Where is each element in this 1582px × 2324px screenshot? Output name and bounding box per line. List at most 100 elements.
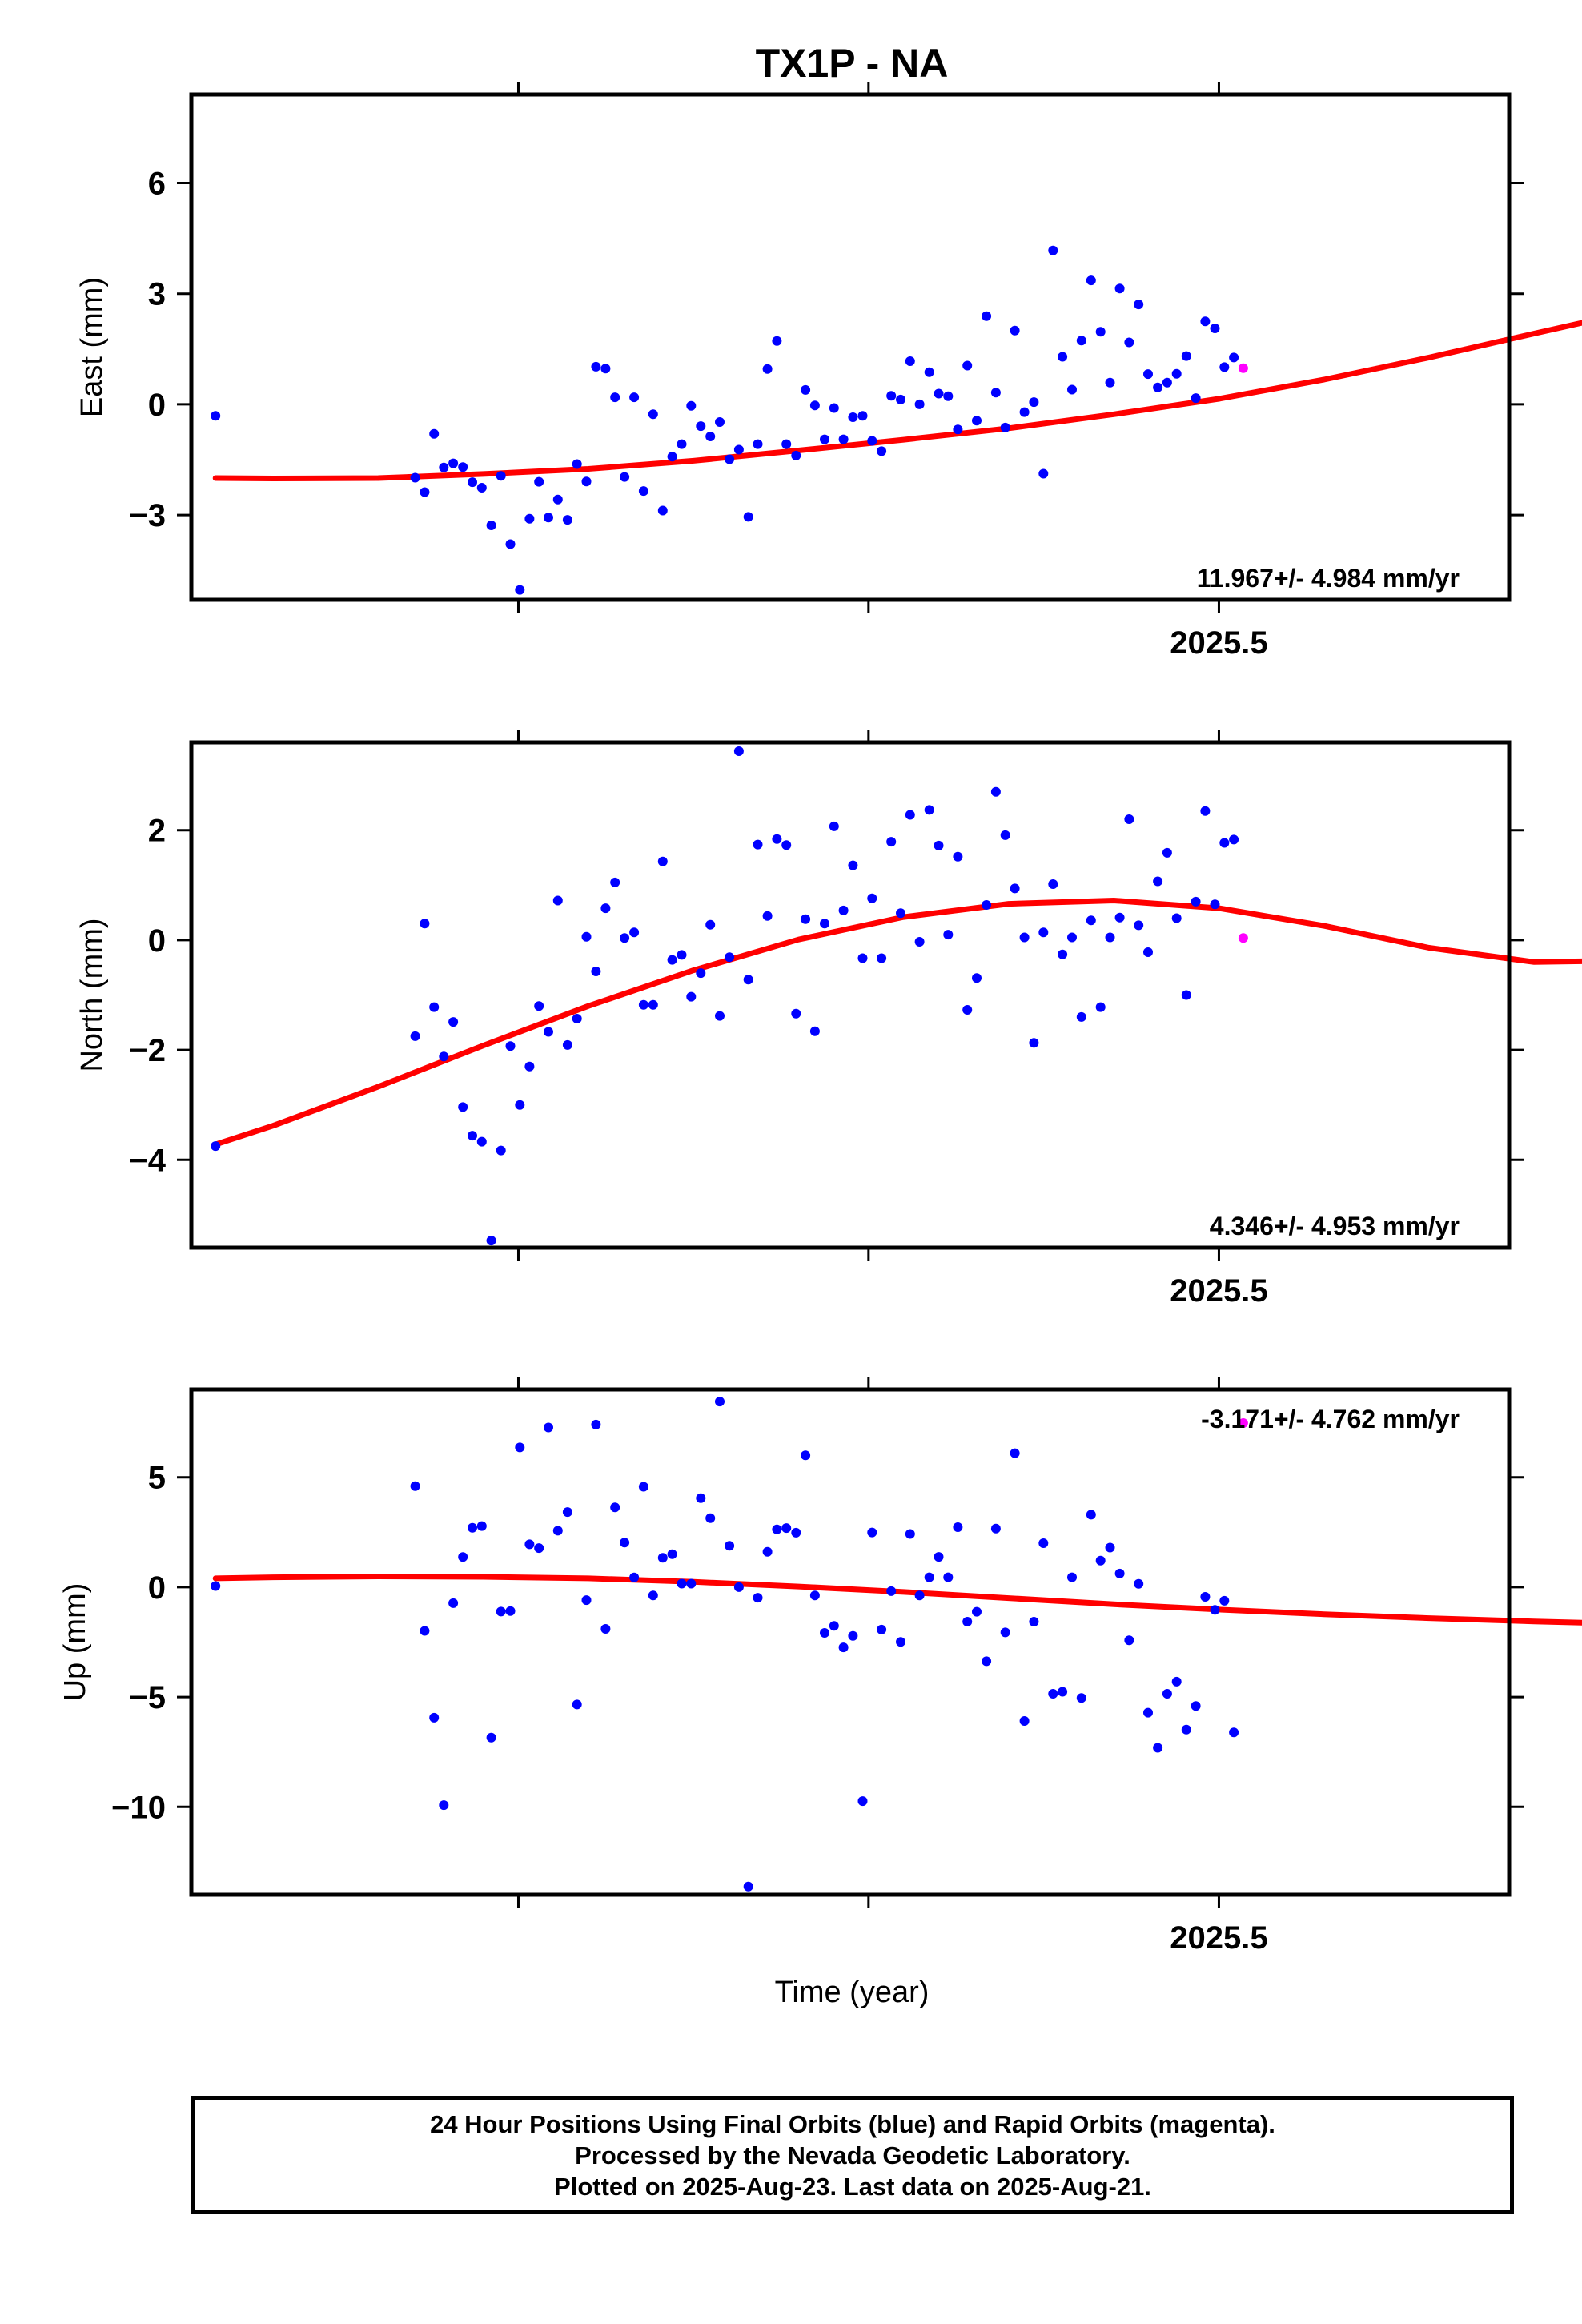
north-final-point [801,914,811,924]
up-final-point [524,1539,535,1550]
east-final-point [657,505,668,516]
north-final-point [505,1041,516,1051]
north-final-point [1171,913,1182,923]
north-final-point [657,856,668,866]
north-final-point [1143,947,1153,957]
up-final-point [629,1572,640,1582]
north-final-point [448,1017,459,1027]
up-fit-line [212,1574,1582,1626]
east-final-point [1029,397,1039,408]
north-final-point [838,905,849,915]
east-final-point [1191,393,1201,404]
north-final-point [1095,1002,1106,1012]
east-final-point [572,459,582,469]
north-final-point [715,1011,725,1021]
north-final-point [705,919,716,930]
up-final-point [1086,1510,1096,1520]
north-final-point [820,919,829,929]
north-final-point [552,895,563,906]
east-final-point [211,411,221,421]
up-final-point [753,1593,763,1603]
up-final-point [429,1712,440,1723]
up-final-point [696,1493,706,1503]
east-final-point [515,585,525,595]
east-final-point [972,416,982,426]
north-final-point [1019,932,1030,943]
north-final-point [496,1145,506,1156]
north-final-point [982,900,992,910]
up-final-point [211,1581,221,1591]
up-final-point [905,1529,915,1539]
east-final-point [1181,351,1191,361]
north-final-point [1105,932,1115,943]
north-final-point [1124,814,1134,824]
east-final-point [410,472,420,483]
north-final-point [1076,1011,1086,1022]
footer-line-3: Plotted on 2025-Aug-23. Last data on 202… [554,2172,1151,2201]
up-final-point [1171,1676,1182,1687]
east-final-point [620,472,630,482]
east-final-point [696,421,706,432]
north-final-point [848,860,858,870]
east-final-point [1143,369,1153,380]
up-final-point [1000,1627,1010,1638]
east-final-point [429,428,440,439]
east-final-point [1067,384,1077,395]
up-final-point [638,1482,648,1492]
north-final-point [725,952,735,963]
east-final-point [934,388,944,399]
up-final-point [972,1606,982,1617]
north-fit-line [212,898,1582,1148]
up-y-tick-label: 5 [148,1461,166,1496]
north-final-point [829,821,839,831]
up-final-point [667,1549,677,1559]
east-final-point [534,476,544,487]
east-final-point [562,515,572,525]
up-final-point [581,1595,592,1606]
up-rapid-point [1238,1418,1248,1428]
north-y-tick-label: 0 [148,923,166,959]
east-final-point [600,364,611,374]
panels-layer: 2025.5 −3 0 3 6 East (mm) 11.967+/- 4.984 mm/y… [58,82,1582,1956]
up-final-point [743,1881,753,1892]
east-y-tick-label: 3 [148,277,166,312]
up-final-point [610,1502,620,1513]
up-final-point [1114,1568,1125,1578]
up-final-point [458,1552,468,1562]
up-final-point [468,1522,477,1533]
x-axis-label: Time (year) [775,1976,930,2009]
north-y-tick-label: −4 [129,1143,166,1178]
north-final-point [420,919,430,929]
north-final-point [696,968,706,979]
east-final-point [448,458,459,468]
east-final-point [1095,327,1106,337]
east-y-tick-label: 0 [148,388,166,423]
up-final-point [886,1586,897,1596]
up-final-point [552,1526,563,1536]
east-final-point [838,434,849,444]
up-final-point [1143,1707,1153,1718]
east-y-tick-label: −3 [129,498,166,533]
north-final-point [677,950,687,960]
east-final-point [629,392,640,403]
east-final-point [1000,422,1010,432]
up-final-point [496,1606,506,1617]
north-final-point [914,937,925,947]
up-final-point [705,1513,716,1523]
east-final-point [743,512,753,522]
east-final-point [686,400,697,411]
east-final-point [1124,337,1134,348]
east-final-point [1200,316,1211,327]
east-final-point [820,434,829,444]
up-final-point [781,1523,792,1534]
up-final-point [562,1507,572,1518]
north-y-tick-label: 2 [148,814,166,849]
north-final-point [1000,830,1010,840]
north-final-point [762,911,773,921]
north-final-point [1010,883,1020,894]
up-final-point [476,1521,487,1531]
east-plot-frame [189,92,1512,602]
east-final-point [809,400,820,411]
north-final-point [1219,838,1230,848]
up-final-point [829,1621,839,1631]
